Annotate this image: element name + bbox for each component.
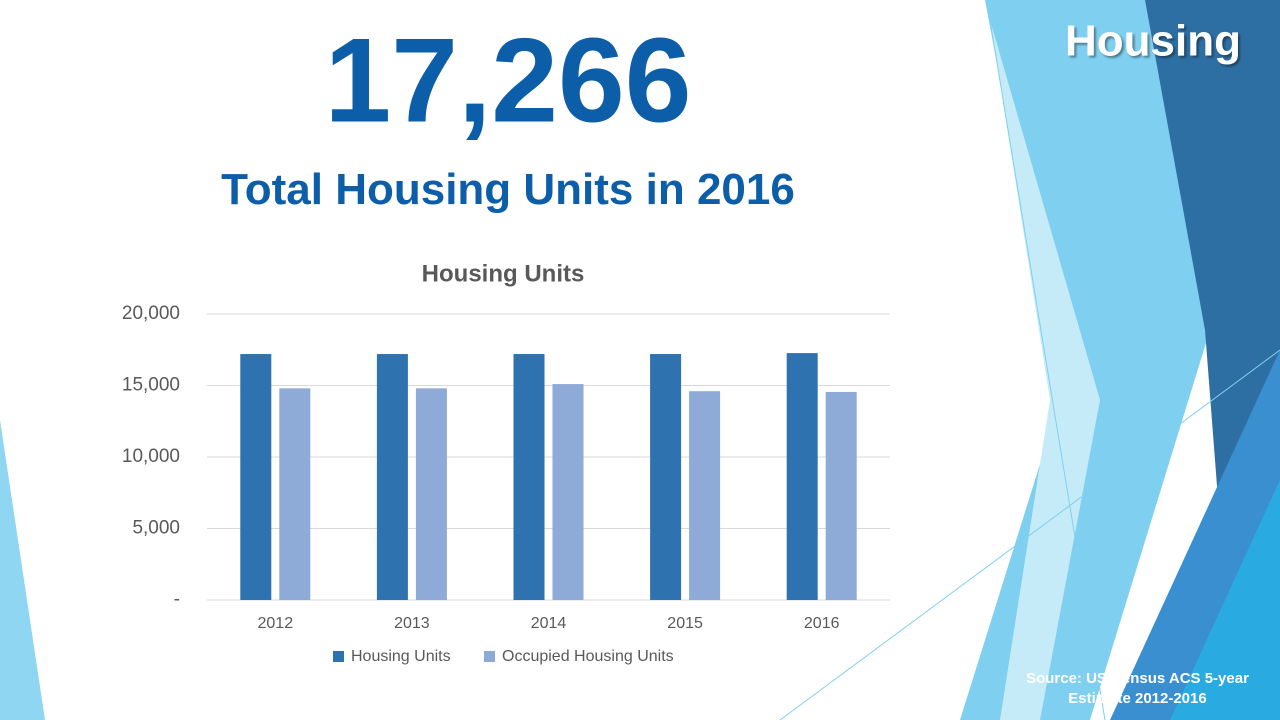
- bar: [415, 388, 447, 600]
- bar: [689, 391, 721, 600]
- decor: [1170, 480, 1280, 720]
- x-tick-label: 2012: [258, 615, 294, 632]
- y-tick-label: 15,000: [122, 375, 180, 396]
- bar: [825, 391, 857, 600]
- x-tick-label: 2016: [804, 615, 840, 632]
- y-tick-label: 10,000: [122, 446, 180, 467]
- y-tick-label: 5,000: [132, 518, 180, 539]
- bar: [240, 354, 272, 600]
- source: Source: US Census ACS 5-year Estimate 20…: [1026, 670, 1249, 707]
- y-tick-label: 20,000: [122, 303, 180, 324]
- y-tick-label: -: [174, 589, 180, 610]
- legend-label: Occupied Housing Units: [502, 648, 674, 665]
- bar: [376, 354, 408, 600]
- headline: 17,266: [324, 14, 691, 148]
- bar: [650, 354, 682, 600]
- legend-swatch: [333, 651, 344, 662]
- headline-caption: Total Housing Units in 2016: [221, 165, 795, 214]
- bar: [552, 384, 584, 600]
- decor: [779, 349, 1280, 720]
- decor: [989, 19, 1106, 720]
- decor: [990, 20, 1100, 720]
- legend-label: Housing Units: [351, 648, 451, 665]
- chart-title: Housing Units: [422, 260, 585, 287]
- legend-swatch: [484, 651, 495, 662]
- section-title: Housing: [1065, 17, 1241, 66]
- bar: [279, 388, 311, 600]
- x-tick-label: 2013: [394, 615, 430, 632]
- bar: [513, 354, 545, 600]
- x-tick-label: 2014: [531, 615, 567, 632]
- bar: [786, 353, 818, 600]
- decor: [0, 420, 45, 720]
- x-tick-label: 2015: [667, 615, 703, 632]
